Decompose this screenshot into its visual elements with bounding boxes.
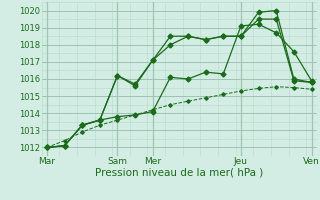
X-axis label: Pression niveau de la mer( hPa ): Pression niveau de la mer( hPa ) <box>95 168 263 178</box>
